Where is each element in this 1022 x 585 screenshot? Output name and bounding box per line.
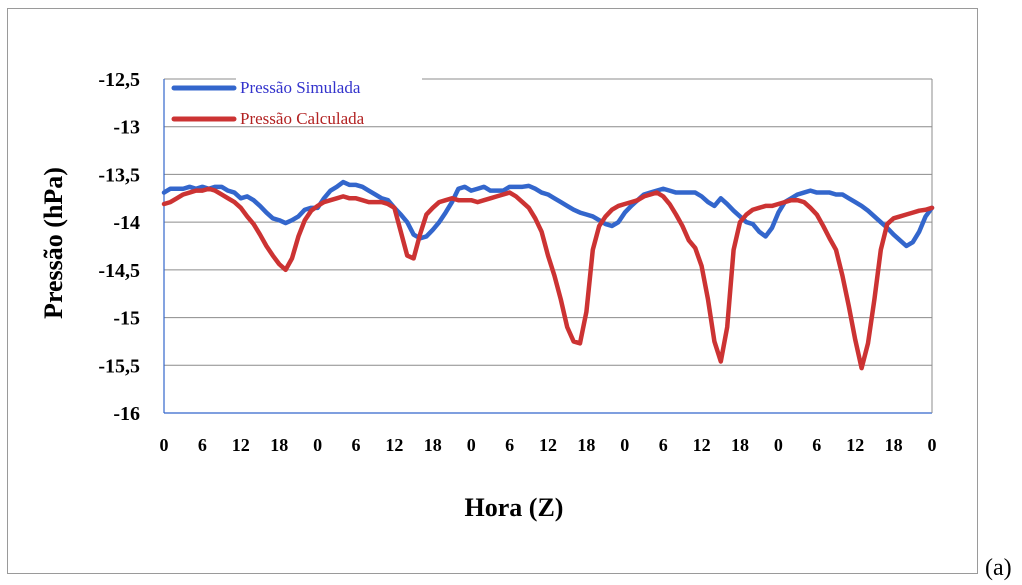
x-tick-labels: 0 6 12 18 0 6 12 18 0 6 12 18 0 6 12 18 0 6 12 18 0 <box>160 435 937 455</box>
y-tick-label: -13 <box>113 117 140 139</box>
series-line-pressao-calculada <box>161 186 935 371</box>
x-tick-label: 12 <box>846 435 864 455</box>
x-tick-label: 6 <box>812 435 821 455</box>
x-tick-label: 0 <box>467 435 476 455</box>
chart-frame <box>7 8 978 574</box>
y-tick-labels: -12,5 -13 -13,5 -14 -14,5 -15 -15,5 -16 <box>98 69 140 425</box>
x-tick-label: 18 <box>424 435 442 455</box>
x-tick-label: 0 <box>928 435 937 455</box>
x-tick-label: 0 <box>313 435 322 455</box>
y-axis-title: Pressão (hPa) <box>39 167 68 319</box>
x-tick-label: 6 <box>505 435 514 455</box>
legend-background <box>236 74 422 94</box>
x-tick-label: 18 <box>731 435 749 455</box>
x-tick-label: 12 <box>693 435 711 455</box>
x-tick-label: 12 <box>539 435 557 455</box>
x-tick-label: 0 <box>160 435 169 455</box>
legend-background <box>236 105 422 125</box>
y-tick-label: -15,5 <box>98 355 140 377</box>
y-tick-label: -12,5 <box>98 69 140 91</box>
x-tick-label: 6 <box>659 435 668 455</box>
y-tick-label: -14,5 <box>98 260 140 282</box>
x-tick-label: 18 <box>270 435 288 455</box>
x-tick-label: 6 <box>352 435 361 455</box>
legend-label: Pressão Calculada <box>240 109 365 128</box>
x-tick-label: 18 <box>885 435 903 455</box>
x-tick-label: 12 <box>385 435 403 455</box>
series-line-pressao-simulada <box>161 179 935 249</box>
x-axis-title: Hora (Z) <box>465 493 564 522</box>
panel-label: (a) <box>985 555 1012 581</box>
x-tick-label: 0 <box>620 435 629 455</box>
y-tick-label: -13,5 <box>98 164 140 186</box>
x-tick-label: 6 <box>198 435 207 455</box>
y-tick-label: -15 <box>113 308 140 330</box>
axes <box>163 79 933 414</box>
y-tick-label: -16 <box>113 403 140 425</box>
series-lines <box>161 179 935 371</box>
x-tick-label: 18 <box>577 435 595 455</box>
y-tick-label: -14 <box>113 212 140 234</box>
x-tick-label: 0 <box>774 435 783 455</box>
x-tick-label: 12 <box>232 435 250 455</box>
legend-label: Pressão Simulada <box>240 78 361 97</box>
legend: Pressão Simulada Pressão Calculada <box>171 74 422 128</box>
